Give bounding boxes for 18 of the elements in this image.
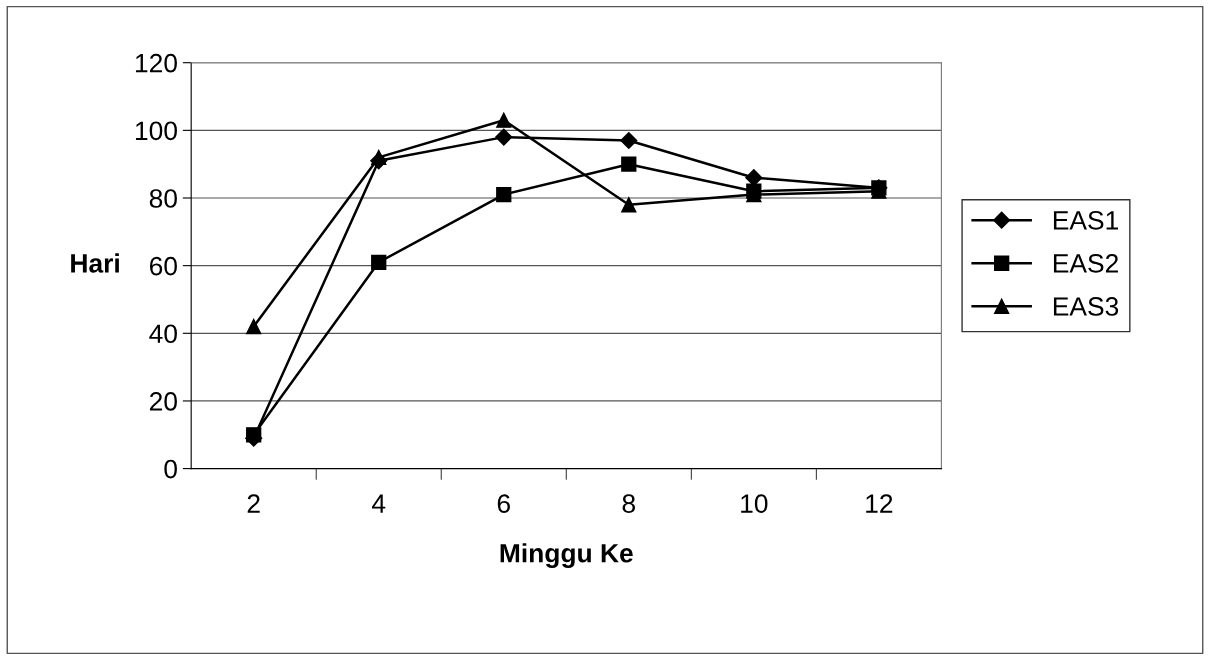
x-tick-label: 10 (741, 494, 768, 513)
y-tick-label: 60 (149, 256, 177, 276)
x-tick-label: 6 (497, 494, 510, 513)
x-tick-label: 8 (622, 494, 635, 513)
y-axis-title: Hari (71, 253, 119, 273)
legend-label: EAS3 (1053, 297, 1119, 316)
legend-label: EAS1 (1053, 210, 1118, 230)
y-tick-label: 120 (135, 53, 177, 73)
y-tick-label: 100 (135, 121, 177, 141)
y-tick-label: 40 (149, 324, 177, 344)
x-tick-label: 2 (247, 494, 260, 513)
y-tick-label: 20 (149, 392, 177, 411)
legend-label: EAS2 (1053, 254, 1118, 273)
y-tick-label: 0 (164, 459, 177, 479)
x-tick-label: 4 (372, 494, 386, 513)
x-axis-title: Minggu Ke (500, 543, 633, 568)
y-tick-label: 80 (149, 189, 177, 208)
x-tick-label: 12 (866, 494, 893, 513)
